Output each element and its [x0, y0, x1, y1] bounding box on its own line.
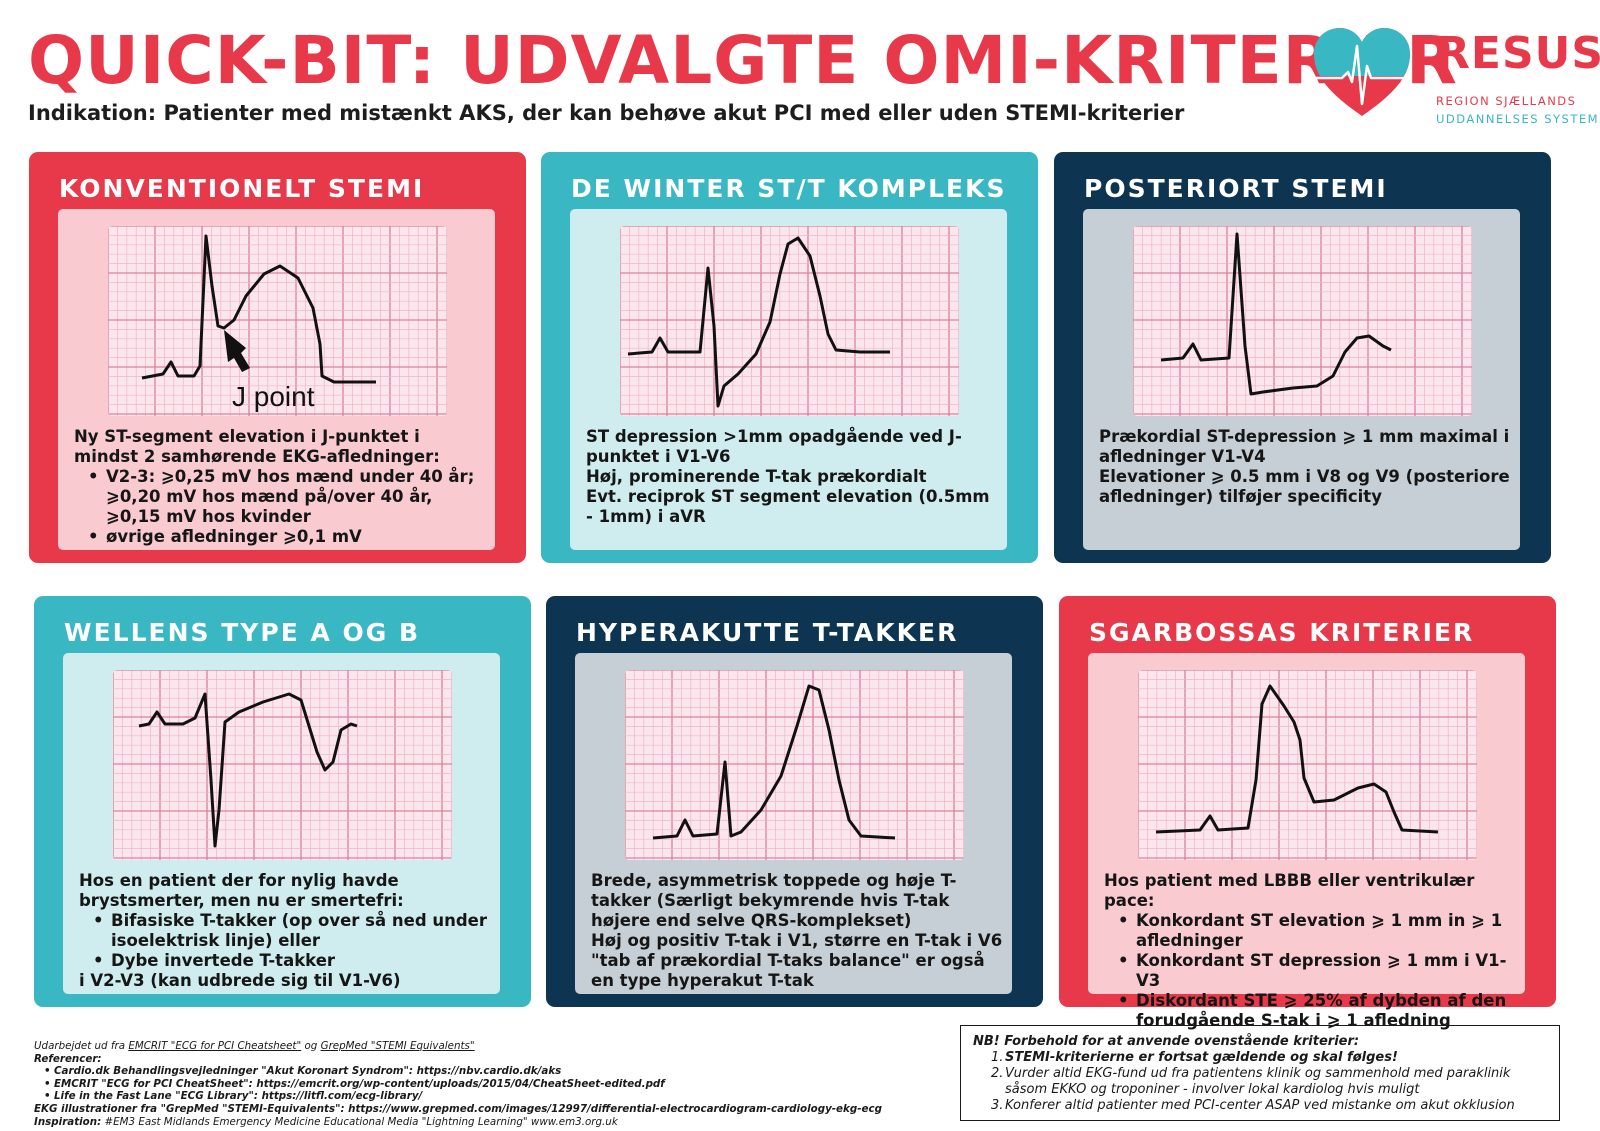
card-title: KONVENTIONELT STEMI	[59, 174, 425, 203]
disclaimer-box: NB! Forbehold for at anvende ovenstående…	[960, 1025, 1560, 1121]
reference-item: Cardio.dk Behandlingsvejledninger "Akut …	[44, 1065, 954, 1078]
card-hyperakutte-t-takker: HYPERAKUTTE T-TAKKER Brede, asymmetrisk …	[546, 596, 1043, 1007]
logo-name: RESUS	[1436, 28, 1600, 79]
card-content: Prækordial ST-depression ⩾ 1 mm maximal …	[1083, 209, 1520, 550]
card-wellens: WELLENS TYPE A OG B Hos en patient der f…	[34, 596, 531, 1007]
prepared-prefix: Udarbejdet ud fra	[34, 1040, 129, 1052]
card-outro: i V2-V3 (kan udbrede sig til V1-V6)	[79, 971, 401, 990]
card-bullet-list: V2-3: ⩾0,25 mV hos mænd under 40 år; ⩾0,…	[74, 467, 489, 547]
ekg-credit: EKG illustrationer fra "GrepMed "STEMI-E…	[34, 1102, 882, 1115]
card-konventionelt-stemi: KONVENTIONELT STEMI J point Ny ST-segmen…	[29, 152, 526, 563]
ecg-illustration: J point	[108, 226, 447, 416]
list-item: Dybe invertede T-takker	[93, 951, 494, 971]
card-de-winter: DE WINTER ST/T KOMPLEKS ST depression >1…	[541, 152, 1038, 563]
reference-item: EMCRIT "ECG for PCI CheatSheet": https:/…	[44, 1078, 954, 1091]
card-intro: Hos en patient der for nylig havde bryst…	[79, 871, 404, 910]
item-number: 3.	[991, 1098, 1004, 1113]
card-description: Prækordial ST-depression ⩾ 1 mm maximal …	[1099, 427, 1514, 507]
list-item: øvrige afledninger ⩾0,1 mV	[88, 527, 489, 547]
card-line: Høj, prominerende T-tak prækordialt	[586, 467, 927, 486]
card-line: Elevationer ⩾ 0.5 mm i V8 og V9 (posteri…	[1099, 467, 1510, 506]
item-text: Vurder altid EKG-fund ud fra patientens …	[1005, 1066, 1511, 1097]
card-description: ST depression >1mm opadgående ved J-punk…	[586, 427, 1001, 527]
disclaimer-list: 1. STEMI-kriterierne er fortsat gældende …	[973, 1050, 1547, 1114]
logo: RESUS REGION SJÆLLANDS UDDANNELSES SYSTE…	[1436, 28, 1600, 127]
item-number: 2.	[991, 1066, 1004, 1081]
card-content: Hos en patient der for nylig havde bryst…	[63, 653, 500, 994]
list-item: Bifasiske T-takker (op over så ned under…	[93, 911, 494, 951]
page-subtitle: Indikation: Patienter med mistænkt AKS, …	[28, 101, 1185, 125]
heart-ecg-icon	[1314, 28, 1410, 116]
card-intro: Ny ST-segment elevation i J-punktet i mi…	[74, 427, 440, 466]
references-heading: Referencer:	[34, 1052, 102, 1065]
references: Udarbejdet ud fra EMCRIT "ECG for PCI Ch…	[34, 1040, 954, 1128]
ecg-illustration	[113, 670, 452, 860]
card-line: Brede, asymmetrisk toppede og høje T-tak…	[591, 871, 957, 930]
list-item: Konkordant ST elevation ⩾ 1 mm in ⩾ 1 af…	[1118, 911, 1519, 951]
card-content: J point Ny ST-segment elevation i J-punk…	[58, 209, 495, 550]
item-number: 1.	[991, 1050, 1004, 1065]
list-item: 3. Konferer altid patienter med PCI-cente…	[991, 1098, 1547, 1114]
inspiration-text: #EM3 East Midlands Emergency Medicine Ed…	[101, 1115, 618, 1128]
card-line: Prækordial ST-depression ⩾ 1 mm maximal …	[1099, 427, 1510, 466]
card-title: DE WINTER ST/T KOMPLEKS	[571, 174, 1007, 203]
card-sgarbossa: SGARBOSSAS KRITERIER Hos patient med LBB…	[1059, 596, 1556, 1030]
card-title: POSTERIORT STEMI	[1084, 174, 1388, 203]
card-description: Ny ST-segment elevation i J-punktet i mi…	[74, 427, 489, 547]
card-line: Evt. reciprok ST segment elevation (0.5m…	[586, 487, 990, 526]
list-item: V2-3: ⩾0,25 mV hos mænd under 40 år; ⩾0,…	[88, 467, 489, 527]
card-description: Brede, asymmetrisk toppede og høje T-tak…	[591, 871, 1006, 991]
card-content: ST depression >1mm opadgående ved J-punk…	[570, 209, 1007, 550]
card-content: Hos patient med LBBB eller ventrikulær p…	[1088, 653, 1525, 1030]
ecg-illustration	[1138, 670, 1477, 860]
card-title: HYPERAKUTTE T-TAKKER	[576, 618, 959, 647]
list-item: 1. STEMI-kriterierne er fortsat gældende …	[991, 1050, 1547, 1066]
list-item: Konkordant ST depression ⩾ 1 mm i V1-V3	[1118, 951, 1519, 991]
ecg-illustration	[1133, 226, 1472, 416]
item-text: STEMI-kriterierne er fortsat gældende og…	[1005, 1050, 1398, 1065]
reference-item: Life in the Fast Lane "ECG Library": htt…	[44, 1090, 954, 1103]
card-title: SGARBOSSAS KRITERIER	[1089, 618, 1475, 647]
item-text: Konferer altid patienter med PCI-center …	[1005, 1098, 1515, 1113]
ecg-illustration	[625, 670, 964, 860]
card-line: ST depression >1mm opadgående ved J-punk…	[586, 427, 962, 466]
inspiration-label: Inspiration:	[34, 1115, 102, 1128]
logo-line-2: UDDANNELSES SYSTEM	[1436, 112, 1600, 126]
references-list: Cardio.dk Behandlingsvejledninger "Akut …	[34, 1065, 954, 1103]
list-item: 2. Vurder altid EKG-fund ud fra patienten…	[991, 1066, 1547, 1098]
ecg-j-point-label: J point	[232, 381, 315, 412]
ecg-illustration	[620, 226, 959, 416]
card-bullet-list: Konkordant ST elevation ⩾ 1 mm in ⩾ 1 af…	[1104, 911, 1519, 1031]
emcrit-link[interactable]: EMCRIT "ECG for PCI Cheatsheet"	[128, 1040, 302, 1052]
card-title: WELLENS TYPE A OG B	[64, 618, 421, 647]
card-content: Brede, asymmetrisk toppede og høje T-tak…	[575, 653, 1012, 994]
card-line: Høj og positiv T-tak i V1, større en T-t…	[591, 931, 1003, 990]
card-bullet-list: Bifasiske T-takker (op over så ned under…	[79, 911, 494, 971]
card-description: Hos patient med LBBB eller ventrikulær p…	[1104, 871, 1519, 1031]
prepared-mid: og	[301, 1040, 321, 1052]
disclaimer-heading: NB! Forbehold for at anvende ovenstående…	[973, 1034, 1360, 1049]
page-title: QUICK-BIT: UDVALGTE OMI-KRITERIER	[28, 22, 1458, 99]
grepmed-link[interactable]: GrepMed "STEMI Equivalents"	[320, 1040, 475, 1052]
card-posteriort-stemi: POSTERIORT STEMI Prækordial ST-depressio…	[1054, 152, 1551, 563]
card-description: Hos en patient der for nylig havde bryst…	[79, 871, 494, 991]
card-intro: Hos patient med LBBB eller ventrikulær p…	[1104, 871, 1475, 910]
logo-line-1: REGION SJÆLLANDS	[1436, 94, 1577, 108]
